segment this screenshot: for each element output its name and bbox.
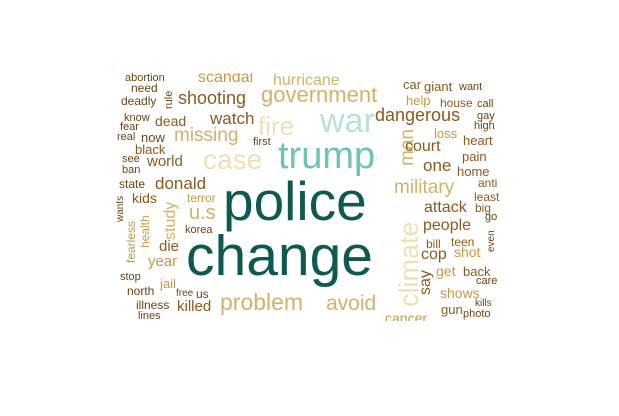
word-year: year [148,253,178,270]
word-know: know [124,112,150,124]
word-want: want [459,81,483,93]
word-call: call [477,98,494,110]
word-back: back [463,264,491,279]
word-shows: shows [440,285,480,301]
word-world: world [147,153,183,170]
word-case: case [203,144,263,175]
word-illness: illness [136,298,170,312]
word-photo: photo [463,308,491,320]
word-korea: korea [185,224,213,236]
word-dangerous: dangerous [375,105,461,125]
word-kids: kids [132,190,157,206]
word-change: change [186,224,374,288]
word-gay: gay [477,110,495,122]
word-rule: rule [163,90,175,109]
word-police: police [223,170,367,232]
word-wants: wants [115,195,126,222]
word-cloud-area: police change trump war case fire climate gover… [113,73,511,321]
word-even: even [486,230,497,252]
word-terror: terror [187,191,216,205]
word-scandal: scandal [198,73,254,86]
word-lines: lines [138,310,161,322]
word-get: get [436,263,456,279]
word-loss: loss [434,126,458,141]
word-need: need [131,81,158,95]
word-one: one [423,156,452,175]
word-now: now [141,130,165,145]
word-black: black [135,142,166,157]
word-fear: fear [120,121,139,133]
word-stop: stop [120,271,141,283]
word-gun: gun [441,302,463,317]
word-problem: problem [220,289,304,315]
word-say: say [417,270,434,295]
word-giant: giant [424,79,453,94]
word-see: see [122,153,140,165]
word-fire: fire [258,111,295,141]
word-fearless: fearless [124,220,138,263]
word-teen: teen [451,235,475,249]
word-house: house [440,96,473,110]
word-heart: heart [463,133,493,148]
word-abortion: abortion [125,73,165,84]
word-study: study [162,201,179,240]
word-state: state [119,177,146,191]
word-watch: watch [210,109,255,128]
word-us: us [196,287,209,301]
word-ban: ban [122,164,141,176]
word-least: least [474,190,500,204]
word-attack: attack [424,199,467,216]
word-u-s: u.s [189,202,216,224]
word-big: big [475,201,492,215]
word-court: court [405,138,441,155]
word-missing: missing [174,125,239,146]
word-die: die [159,238,180,255]
word-care: care [476,275,498,287]
word-health: health [138,215,152,248]
word-hurricane: hurricane [273,73,340,89]
word-high: high [474,120,495,132]
word-cop: cop [421,246,447,263]
word-avoid: avoid [326,292,377,315]
word-car: car [403,77,422,92]
word-real: real [117,131,136,143]
word-cancer: cancer [385,310,428,321]
word-bill: bill [426,237,441,251]
word-military: military [394,177,455,198]
word-dead: dead [155,113,187,129]
word-trump: trump [278,135,376,177]
word-shot: shot [454,244,481,260]
word-anti: anti [478,176,498,190]
word-donald: donald [155,174,207,193]
word-war: war [320,102,375,140]
word-free: free [176,288,194,299]
word-north: north [127,284,155,298]
word-pain: pain [462,149,487,164]
word-killed: killed [177,298,212,315]
word-government: government [261,82,378,107]
word-shooting: shooting [178,88,247,108]
word-kills: kills [475,298,492,309]
word-go: go [485,211,498,223]
word-first: first [253,136,271,148]
word-home: home [457,164,490,179]
word-deadly: deadly [121,94,157,108]
word-help: help [406,93,431,108]
word-people: people [423,217,472,234]
word-jail: jail [160,276,176,291]
